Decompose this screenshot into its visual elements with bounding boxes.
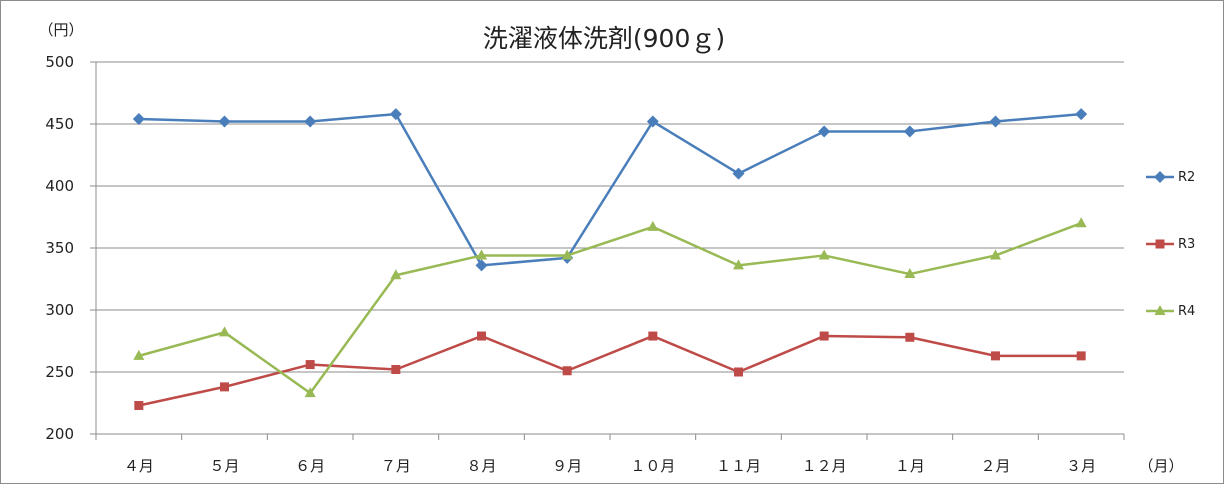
data-point-r4	[733, 259, 744, 270]
x-tick-label: ７月	[381, 457, 411, 475]
data-point-r3	[391, 365, 401, 375]
series-r4	[133, 217, 1087, 398]
data-point-r3	[819, 331, 829, 341]
data-point-r3	[477, 331, 486, 341]
y-tick-label: 450	[45, 115, 74, 133]
data-point-r3	[220, 382, 229, 392]
data-point-r2	[218, 115, 231, 128]
data-point-r3	[991, 351, 1000, 361]
x-tick-label: ４月	[124, 457, 154, 475]
data-point-r2	[304, 115, 317, 128]
legend-marker-r3	[1155, 239, 1165, 249]
data-point-r4	[1075, 217, 1087, 228]
plot-area	[132, 108, 1088, 410]
legend-label-r4: R4	[1178, 304, 1195, 319]
data-point-r2	[1075, 108, 1088, 121]
y-tick-label: 400	[45, 177, 74, 195]
series-line-r2	[138, 112, 1082, 267]
data-point-r4	[219, 326, 230, 337]
x-tick-label: １２月	[802, 457, 847, 475]
data-point-r3	[134, 400, 144, 410]
chart-title: 洗濯液体洗剤(900ｇ)	[483, 24, 725, 53]
legend-entry-r2: R2	[1146, 170, 1195, 185]
series-r3	[134, 331, 1086, 410]
y-tick-label: 300	[45, 301, 74, 319]
legend-entry-r3: R3	[1146, 237, 1195, 252]
x-tick-label: ８月	[466, 457, 496, 475]
data-point-r2	[818, 125, 831, 138]
x-tick-label: ５月	[209, 457, 239, 475]
gridlines	[96, 61, 1124, 373]
legend-entry-r4: R4	[1146, 304, 1195, 319]
x-tick-label: １１月	[716, 457, 761, 475]
x-tick-label: ６月	[295, 457, 325, 475]
data-point-r4	[561, 249, 573, 260]
legend-label-r2: R2	[1178, 170, 1195, 185]
data-point-r3	[562, 366, 572, 376]
series-r2	[132, 108, 1088, 272]
data-point-r2	[732, 167, 745, 180]
y-tick-label: 200	[45, 425, 74, 443]
axes	[90, 61, 1125, 440]
data-point-r2	[132, 113, 145, 126]
y-tick-label: 250	[45, 363, 74, 381]
x-tick-label: ９月	[552, 457, 582, 475]
data-point-r3	[305, 360, 315, 370]
x-tick-label: ２月	[980, 457, 1010, 475]
data-point-r2	[903, 125, 916, 138]
data-point-r4	[818, 249, 830, 260]
legend-marker-r4	[1154, 305, 1166, 315]
data-point-r2	[389, 108, 402, 121]
x-tick-label: ３月	[1066, 457, 1096, 475]
data-point-r2	[475, 259, 488, 272]
x-tick-labels: ４月 ５月 ６月 ７月 ８月 ９月 １０月 １１月 １２月 １月 ２月 ３月	[124, 457, 1096, 475]
data-point-r3	[648, 331, 658, 341]
y-tick-label: 500	[45, 53, 74, 71]
y-axis-label: （円）	[38, 21, 83, 39]
data-point-r3	[734, 367, 743, 377]
x-axis-label: （月）	[1138, 457, 1183, 475]
x-tick-label: １月	[895, 457, 925, 475]
data-point-r2	[646, 115, 659, 128]
series-line-r3	[138, 334, 1082, 407]
data-point-r4	[647, 220, 659, 231]
legend-label-r3: R3	[1178, 237, 1195, 252]
data-point-r3	[1076, 351, 1086, 361]
data-point-r4	[304, 387, 316, 398]
y-tick-label: 350	[45, 239, 74, 257]
data-point-r4	[390, 269, 402, 280]
data-point-r4	[904, 268, 916, 279]
x-tick-label: １０月	[630, 457, 675, 475]
data-point-r4	[990, 249, 1001, 260]
series-line-r4	[138, 222, 1082, 395]
data-point-r2	[989, 115, 1002, 128]
y-tick-labels: 200 250 300 350 400 450 500	[45, 53, 74, 443]
legend: R2 R3 R4	[1146, 170, 1195, 319]
legend-marker-r2	[1154, 171, 1166, 183]
data-point-r4	[133, 349, 145, 360]
data-point-r3	[905, 332, 915, 342]
data-point-r4	[476, 249, 487, 260]
